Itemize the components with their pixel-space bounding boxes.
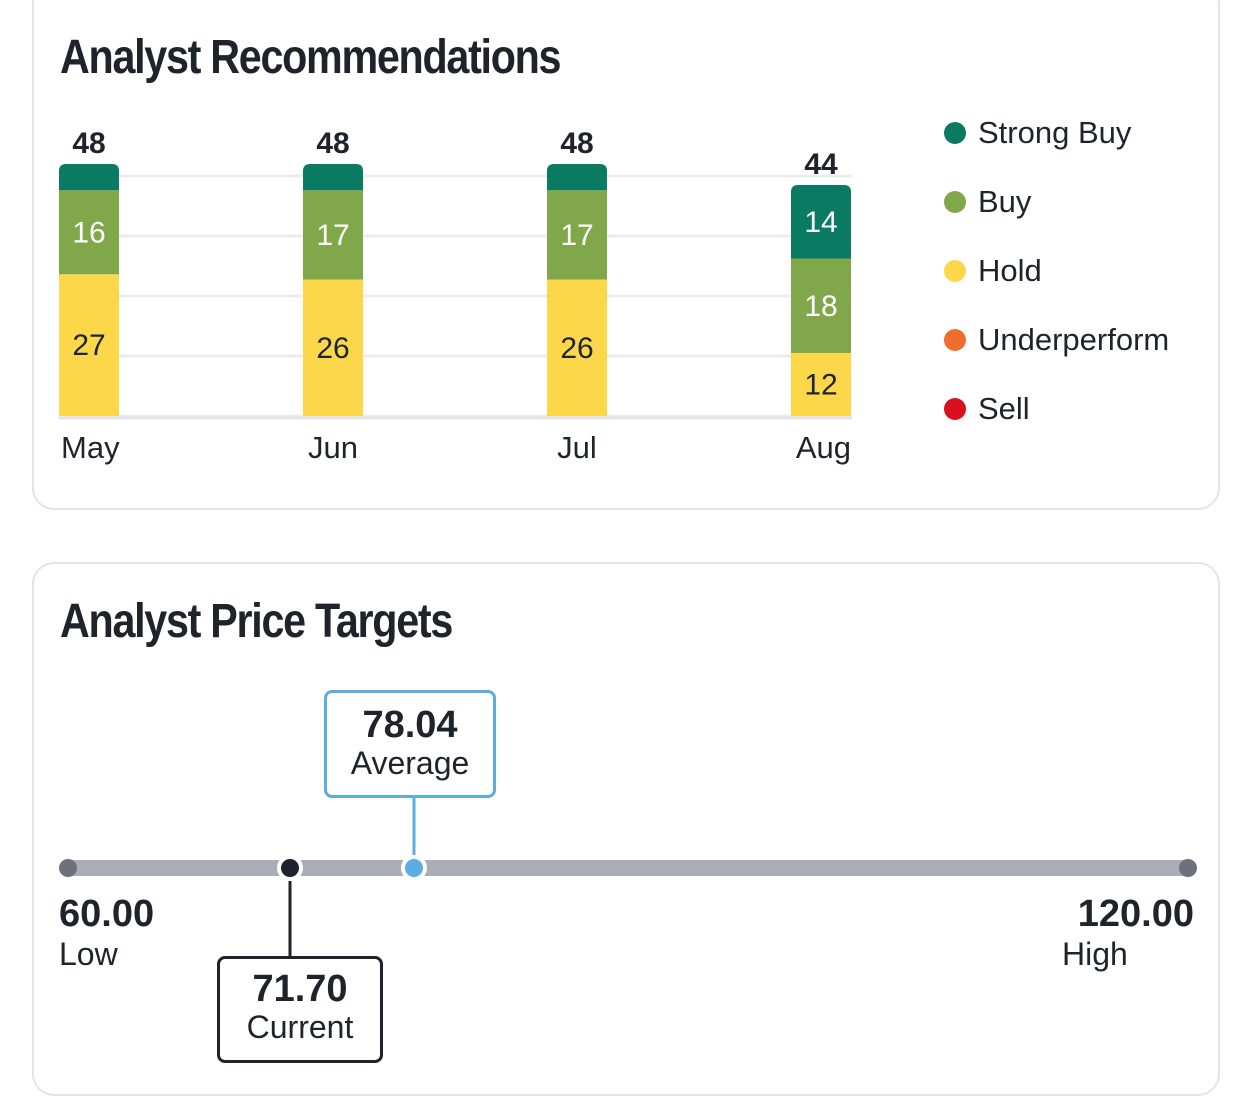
bar-strong-buy-may: [59, 164, 119, 191]
current-price-box: 71.70 Current: [217, 956, 383, 1063]
average-label: Average: [350, 745, 470, 781]
bar-hold-jul: [547, 279, 607, 416]
bar-strong-buy-jul: [547, 164, 607, 191]
legend-label: Buy: [978, 183, 1032, 219]
legend-label: Hold: [978, 252, 1042, 288]
average-value: 78.04: [362, 704, 458, 746]
low-value: 60.00: [59, 893, 155, 935]
data-label: 26: [560, 332, 593, 365]
total-label: 48: [316, 127, 349, 160]
data-label: 17: [316, 219, 349, 252]
price-targets-card: Analyst Price Targets 78.04 Average 71.7…: [32, 562, 1220, 1096]
total-label: 48: [560, 127, 593, 160]
average-marker: [401, 855, 427, 881]
x-tick-label: Jul: [557, 430, 597, 465]
bar-hold-jun: [303, 279, 363, 416]
legend-item-underperform: Underperform: [944, 317, 1169, 386]
current-label: Current: [246, 1009, 354, 1045]
low-label: Low: [59, 936, 118, 972]
legend-item-buy: Buy: [944, 179, 1169, 248]
legend-swatch-underperform: [944, 328, 966, 351]
legend-label: Strong Buy: [978, 114, 1132, 150]
low-end-dot: [59, 859, 77, 877]
recommendations-title: Analyst Recommendations: [60, 31, 562, 84]
x-tick-label: May: [61, 430, 120, 465]
bar-stack-aug: [791, 185, 851, 416]
data-label: 18: [804, 290, 837, 323]
high-end-dot: [1179, 859, 1197, 877]
legend-item-hold: Hold: [944, 248, 1169, 317]
recommendations-card: Analyst Recommendations 27 16 48 May 26 17 48 J…: [32, 0, 1220, 510]
data-label: 14: [804, 206, 837, 239]
legend-swatch-buy: [944, 190, 966, 213]
bar-hold-aug: [791, 353, 851, 416]
x-tick-label: Aug: [796, 430, 851, 465]
data-label: 16: [72, 216, 105, 249]
legend-swatch-strong-buy: [944, 121, 966, 144]
high-label: High: [1062, 936, 1128, 972]
current-value: 71.70: [252, 968, 348, 1010]
recommendations-chart: 27 16 48 May 26 17 48 Jun 26 17 48 Jul 12 18 14 44 Aug: [59, 127, 852, 465]
high-value: 120.00: [1077, 893, 1194, 935]
price-target-track: [59, 798, 1197, 956]
legend-label: Sell: [978, 390, 1030, 426]
total-label: 48: [72, 127, 105, 160]
bar-hold-may: [59, 274, 119, 416]
x-tick-label: Jun: [308, 430, 358, 465]
total-label: 44: [804, 148, 838, 181]
price-targets-title: Analyst Price Targets: [60, 595, 453, 648]
data-label: 12: [804, 369, 837, 402]
current-marker: [277, 855, 303, 881]
bar-stack-jul: [547, 164, 607, 416]
data-label: 27: [72, 329, 105, 362]
bar-buy-aug: [791, 258, 851, 353]
bar-strong-buy-aug: [791, 185, 851, 259]
recommendations-legend: Strong Buy Buy Hold Underperform Sell: [944, 110, 1169, 455]
legend-item-sell: Sell: [944, 386, 1169, 455]
bar-buy-may: [59, 190, 119, 275]
data-label: 17: [560, 219, 593, 252]
bar-buy-jul: [547, 190, 607, 280]
legend-item-strong-buy: Strong Buy: [944, 110, 1169, 179]
bar-strong-buy-jun: [303, 164, 363, 191]
bar-stack-may: [59, 164, 119, 416]
legend-label: Underperform: [978, 321, 1170, 357]
bar-stack-jun: [303, 164, 363, 416]
average-target-box: 78.04 Average: [324, 690, 496, 798]
data-label: 26: [316, 332, 349, 365]
legend-swatch-sell: [944, 397, 966, 420]
bar-buy-jun: [303, 190, 363, 280]
legend-swatch-hold: [944, 259, 966, 282]
